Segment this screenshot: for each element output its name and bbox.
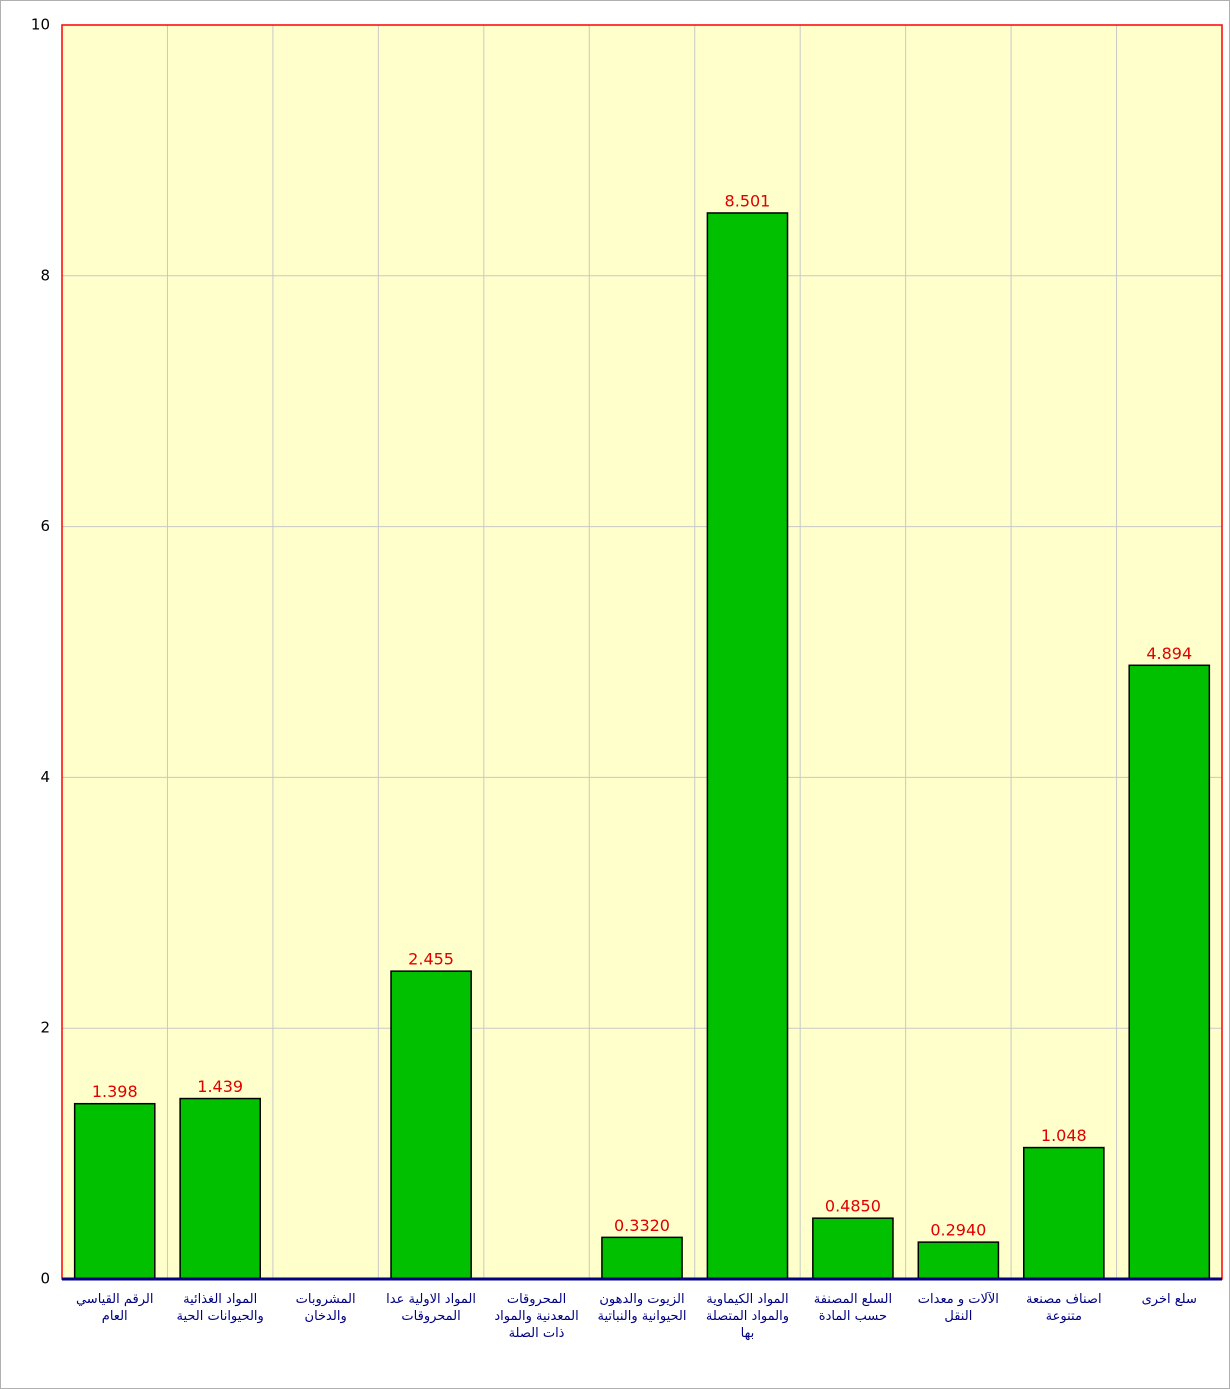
value-label: 1.439	[197, 1077, 243, 1096]
x-tick-label-box: المواد الكيماوية والمواد المتصلة بها	[705, 1292, 790, 1341]
value-label: 4.894	[1146, 644, 1192, 663]
bar	[1128, 664, 1211, 1280]
plot-area	[62, 25, 1222, 1279]
x-tick-label-box: المحروقات المعدنية والمواد ذات الصلة	[494, 1292, 579, 1341]
y-tick-label: 6	[40, 517, 50, 535]
value-label: 8.501	[725, 191, 771, 210]
bar	[601, 1236, 683, 1280]
x-tick-label: الزيوت والدهون الحيوانية والنباتية	[597, 1292, 687, 1324]
x-tick-label-box: السلع المصنفة حسب المادة	[813, 1292, 893, 1324]
bar	[1022, 1146, 1105, 1280]
x-tick-label-box: اصناف مصنعة متنوعة	[1026, 1292, 1102, 1324]
y-tick-label: 0	[40, 1270, 50, 1288]
x-tick-label-box: المشروبات والدخان	[295, 1292, 356, 1324]
bar	[706, 212, 789, 1280]
x-tick-label: المحروقات المعدنية والمواد ذات الصلة	[494, 1292, 579, 1341]
bar	[179, 1097, 262, 1280]
x-tick-label-box: الآلات و معدات النقل	[917, 1292, 999, 1324]
x-tick-label-box: المواد الغذائية والحيوانات الحية	[176, 1292, 264, 1324]
value-label: 1.398	[92, 1082, 138, 1101]
x-tick-label-box: الزيوت والدهون الحيوانية والنباتية	[597, 1292, 687, 1324]
bar	[917, 1241, 1000, 1280]
x-tick-label-box: المواد الاولية عدا المحروقات	[386, 1292, 476, 1324]
x-tick-label: المشروبات والدخان	[295, 1292, 356, 1324]
x-tick-label: المواد الاولية عدا المحروقات	[386, 1292, 476, 1324]
x-tick-label: السلع المصنفة حسب المادة	[813, 1292, 893, 1324]
x-tick-label: سلع اخرى	[1141, 1292, 1197, 1307]
value-label: 0.4850	[825, 1197, 881, 1216]
x-tick-label-box: سلع اخرى	[1141, 1292, 1197, 1307]
x-tick-label: الرقم القياسي العام	[75, 1292, 154, 1324]
y-tick-label: 2	[40, 1019, 50, 1037]
bar	[73, 1102, 156, 1280]
y-tick-label: 10	[31, 16, 50, 34]
value-label: 2.455	[408, 950, 454, 969]
x-tick-label: المواد الكيماوية والمواد المتصلة بها	[705, 1292, 790, 1341]
value-label: 0.2940	[930, 1221, 986, 1240]
y-tick-label: 8	[40, 266, 50, 284]
x-tick-label-box: الرقم القياسي العام	[75, 1292, 154, 1324]
value-label: 1.048	[1041, 1126, 1087, 1145]
y-tick-label: 4	[40, 768, 50, 786]
bar	[390, 970, 472, 1280]
x-tick-label: اصناف مصنعة متنوعة	[1026, 1292, 1102, 1324]
x-tick-label: الآلات و معدات النقل	[917, 1292, 999, 1324]
x-tick-label: المواد الغذائية والحيوانات الحية	[176, 1292, 264, 1324]
bar	[812, 1217, 894, 1280]
value-label: 0.3320	[614, 1216, 670, 1235]
